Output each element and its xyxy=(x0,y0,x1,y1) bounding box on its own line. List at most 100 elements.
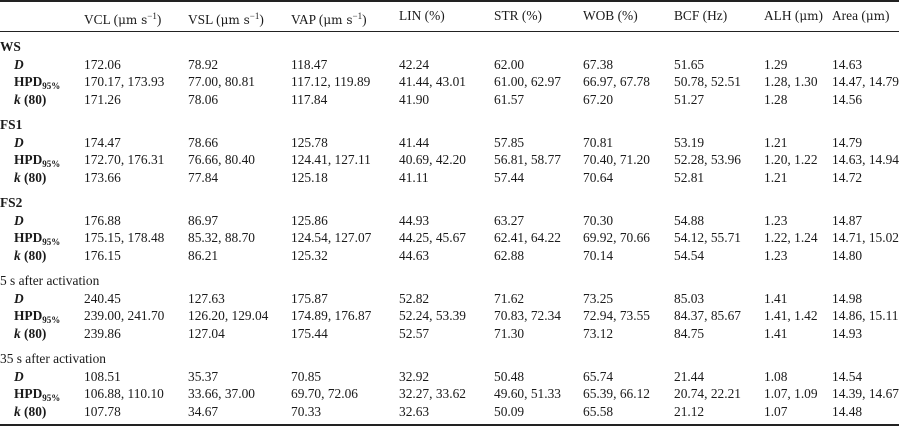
table-cell: 1.21 xyxy=(764,134,788,150)
table-cell: 14.48 xyxy=(832,404,863,420)
column-header: VSL (μm s−1) xyxy=(188,8,264,28)
table-cell: 42.24 xyxy=(399,56,430,72)
table-cell: 70.33 xyxy=(291,404,322,420)
table-cell: 125.32 xyxy=(291,248,328,264)
table-cell: 70.81 xyxy=(583,134,614,150)
table-cell: 56.81, 58.77 xyxy=(494,152,561,168)
group-label: FS2 xyxy=(0,195,23,210)
column-header: ALH (μm) xyxy=(764,8,823,24)
table-cell: 70.64 xyxy=(583,170,614,186)
table-cell: 107.78 xyxy=(84,404,121,420)
table-cell: 21.44 xyxy=(674,368,705,384)
table-cell: 73.25 xyxy=(583,290,614,306)
table-cell: 126.20, 129.04 xyxy=(188,308,269,324)
table-cell: 175.15, 178.48 xyxy=(84,230,165,246)
table-cell: 52.57 xyxy=(399,326,430,342)
row-label-hpd: HPD95% xyxy=(14,152,60,172)
table-cell: 20.74, 22.21 xyxy=(674,386,741,402)
table-cell: 85.32, 88.70 xyxy=(188,230,255,246)
table-cell: 124.54, 127.07 xyxy=(291,230,372,246)
table-cell: 14.47, 14.79 xyxy=(832,74,899,90)
table-cell: 32.63 xyxy=(399,404,430,420)
table-cell: 62.88 xyxy=(494,248,525,264)
row-label-d: D xyxy=(14,135,24,151)
table-cell: 34.67 xyxy=(188,404,219,420)
column-header-label: BCF (Hz) xyxy=(674,8,728,23)
table-cell: 1.41 xyxy=(764,290,788,306)
row-label-d: D xyxy=(14,56,24,72)
table-cell: 70.85 xyxy=(291,368,322,384)
column-header-unit: μm xyxy=(865,9,886,23)
table-cell: 176.15 xyxy=(84,248,121,264)
table-cell: 14.80 xyxy=(832,248,863,264)
table-cell: 176.88 xyxy=(84,212,121,228)
column-header: VAP (μm s−1) xyxy=(291,8,367,28)
table-cell: 61.57 xyxy=(494,92,525,108)
table-cell: 52.24, 53.39 xyxy=(399,308,466,324)
table-cell: 70.83, 72.34 xyxy=(494,308,561,324)
column-header: LIN (%) xyxy=(399,8,445,24)
column-header-unit: μm s xyxy=(323,13,353,27)
table-cell: 63.27 xyxy=(494,212,525,228)
column-header-label: VCL ( xyxy=(84,12,119,27)
column-header-label: LIN (%) xyxy=(399,8,445,23)
row-label-d: D xyxy=(14,134,24,150)
table-cell: 54.54 xyxy=(674,248,705,264)
table-cell: 240.45 xyxy=(84,290,121,306)
column-header: Area (μm) xyxy=(832,8,889,24)
group-label: 5 s after activation xyxy=(0,273,100,288)
table-cell: 170.17, 173.93 xyxy=(84,74,165,90)
table-cell: 70.14 xyxy=(583,248,614,264)
table-cell: 65.58 xyxy=(583,404,614,420)
table-cell: 118.47 xyxy=(291,56,328,72)
table-cell: 84.37, 85.67 xyxy=(674,308,741,324)
row-label-k: k xyxy=(14,404,21,420)
table-cell: 173.66 xyxy=(84,170,121,186)
table-cell: 85.03 xyxy=(674,290,705,306)
table-cell: 1.21 xyxy=(764,170,788,186)
table-cell: 66.97, 67.78 xyxy=(583,74,650,90)
table-cell: 54.88 xyxy=(674,212,705,228)
table-cell: 117.84 xyxy=(291,92,328,108)
table-cell: 41.44, 43.01 xyxy=(399,74,466,90)
table-cell: 108.51 xyxy=(84,368,121,384)
table-cell: 67.20 xyxy=(583,92,614,108)
table-cell: 70.40, 71.20 xyxy=(583,152,650,168)
row-label-d: D xyxy=(14,369,24,385)
row-label-hpd: HPD xyxy=(14,386,43,402)
row-label-d: D xyxy=(14,57,24,73)
table-cell: 239.00, 241.70 xyxy=(84,308,165,324)
column-header-close: ) xyxy=(259,12,264,27)
table-cell: 62.00 xyxy=(494,56,525,72)
table-cell: 1.08 xyxy=(764,368,788,384)
row-label-k-suffix: (80) xyxy=(20,404,47,420)
table-cell: 52.81 xyxy=(674,170,705,186)
table-cell: 172.06 xyxy=(84,56,121,72)
row-label-hpd: HPD95% xyxy=(14,386,60,406)
table-cell: 14.56 xyxy=(832,92,863,108)
table-cell: 32.92 xyxy=(399,368,430,384)
column-header: BCF (Hz) xyxy=(674,8,727,24)
row-label-d: D xyxy=(14,368,24,384)
table-cell: 106.88, 110.10 xyxy=(84,386,164,402)
column-header-close: ) xyxy=(818,8,823,23)
table-cell: 1.29 xyxy=(764,56,788,72)
table-cell: 174.89, 176.87 xyxy=(291,308,372,324)
table-cell: 62.41, 64.22 xyxy=(494,230,561,246)
row-label-k: k (80) xyxy=(14,170,46,186)
row-label-hpd-subscript: 95% xyxy=(42,159,61,170)
table-cell: 1.41 xyxy=(764,326,788,342)
table-cell: 41.90 xyxy=(399,92,430,108)
group-label: FS1 xyxy=(0,117,23,132)
table-cell: 124.41, 127.11 xyxy=(291,152,371,168)
table-cell: 14.98 xyxy=(832,290,863,306)
column-header: WOB (%) xyxy=(583,8,638,24)
column-header-label: Area ( xyxy=(832,8,866,23)
row-label-hpd: HPD xyxy=(14,230,43,246)
column-header: VCL (μm s−1) xyxy=(84,8,161,28)
header-rule xyxy=(0,31,899,32)
table-cell: 86.21 xyxy=(188,248,219,264)
table-cell: 76.66, 80.40 xyxy=(188,152,255,168)
table-cell: 67.38 xyxy=(583,56,614,72)
table-cell: 175.87 xyxy=(291,290,328,306)
